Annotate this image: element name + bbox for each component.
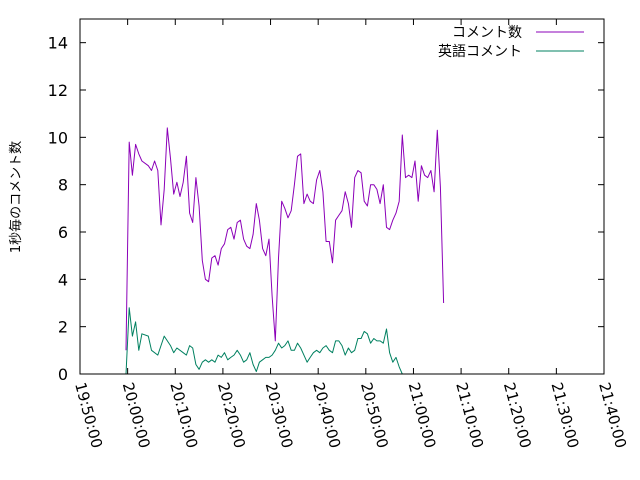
series-layer — [125, 127, 445, 375]
y-tick-label: 14 — [48, 34, 68, 53]
x-tick-label: 20:10:00 — [166, 380, 201, 450]
legend-label-0: コメント数 — [452, 25, 522, 41]
ticks-layer: 0 2 4 6 8 10 12 14 19:50:00 20:00:00 20:10:00 20:20… — [48, 19, 630, 450]
x-tick-label: 20:40:00 — [309, 380, 344, 450]
y-tick-label: 0 — [58, 365, 68, 384]
x-tick-label: 21:20:00 — [500, 380, 535, 450]
y-tick-label: 4 — [58, 270, 68, 289]
x-tick-label: 20:30:00 — [262, 380, 297, 450]
series-line-1 — [125, 307, 403, 375]
plot-frame — [79, 18, 605, 375]
y-tick-label: 12 — [48, 81, 68, 100]
series-line-0 — [125, 127, 445, 351]
y-axis-label: 1秒毎のコメント数 — [8, 141, 24, 253]
legend-label-1: 英語コメント — [438, 43, 522, 60]
y-tick-label: 8 — [58, 176, 68, 195]
x-tick-label: 21:00:00 — [405, 380, 440, 450]
x-tick-label: 20:00:00 — [119, 380, 154, 450]
x-tick-label: 21:30:00 — [547, 380, 582, 450]
y-tick-label: 10 — [48, 128, 68, 147]
y-tick-label: 6 — [58, 223, 68, 242]
y-tick-label: 2 — [58, 318, 68, 337]
x-tick-label: 20:50:00 — [357, 380, 392, 450]
x-tick-label: 19:50:00 — [71, 380, 106, 450]
x-tick-label: 20:20:00 — [214, 380, 249, 450]
x-tick-label: 21:40:00 — [595, 380, 630, 450]
x-tick-label: 21:10:00 — [452, 380, 487, 450]
